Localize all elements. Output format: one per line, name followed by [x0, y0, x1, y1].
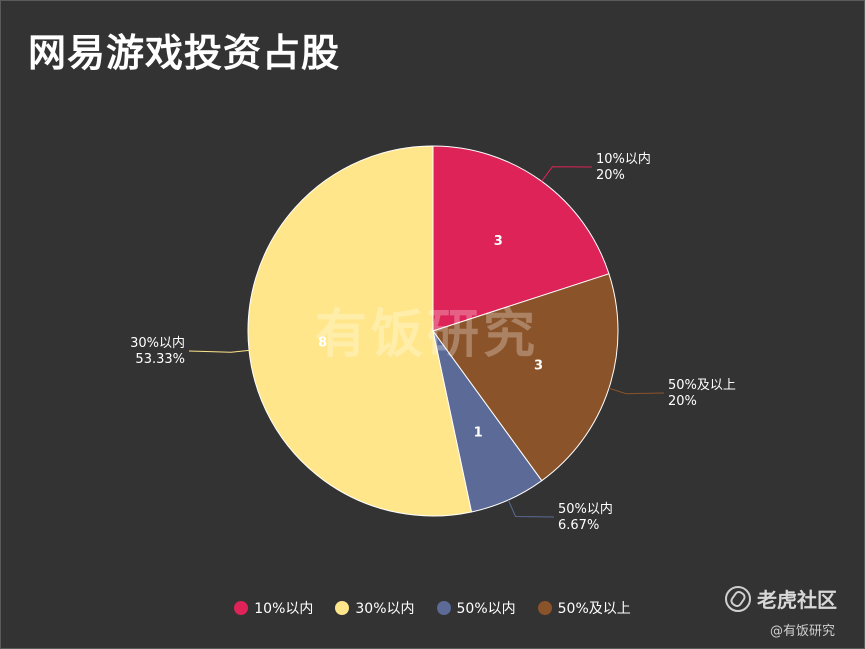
- pie-labels: 310%以内20%350%及以上20%150%以内6.67%830%以内53.3…: [130, 151, 736, 533]
- pie-percent-label-0: 20%: [596, 168, 625, 183]
- legend-item-1[interactable]: 30%以内: [335, 598, 415, 618]
- legend-swatch-icon: [436, 601, 451, 615]
- brand-name: 老虎社区: [757, 588, 837, 612]
- pie-value-label-0: 3: [494, 234, 503, 249]
- tiger-logo-icon: [725, 585, 751, 612]
- pie-leader-2: [507, 499, 555, 518]
- pie-percent-label-1: 20%: [668, 394, 697, 409]
- pie-slice-3: [247, 145, 473, 517]
- legend-item-0[interactable]: 10%以内: [234, 598, 313, 618]
- chart-title: 网易游戏投资占股: [28, 31, 341, 75]
- legend-item-3[interactable]: 50%及以上: [537, 598, 631, 618]
- pie-leader-1: [608, 387, 665, 395]
- pie-category-label-3: 30%以内: [130, 335, 185, 351]
- legend-swatch-icon: [537, 601, 552, 615]
- pie-slice-1: [432, 273, 619, 482]
- pie-slices: [247, 145, 619, 517]
- pie-category-label-0: 10%以内: [596, 151, 651, 167]
- legend-label: 30%以内: [355, 601, 415, 617]
- pie-leader-3: [188, 349, 250, 353]
- pie-percent-label-3: 53.33%: [135, 352, 185, 367]
- legend-swatch-icon: [335, 601, 350, 615]
- pie-category-label-1: 50%及以上: [668, 378, 736, 393]
- pie-value-label-3: 8: [318, 336, 327, 351]
- source-credit: @有饭研究: [770, 624, 836, 639]
- pie-percent-label-2: 6.67%: [558, 518, 599, 533]
- legend-swatch-icon: [234, 601, 249, 615]
- pie-slice-0: [432, 145, 610, 332]
- pie-leader-lines: [188, 166, 665, 518]
- pie-value-label-1: 3: [534, 358, 543, 373]
- pie-value-label-2: 1: [474, 425, 483, 440]
- pie-category-label-2: 50%以内: [558, 501, 613, 517]
- legend-label: 10%以内: [254, 601, 314, 617]
- brand-logo: 老虎社区: [725, 584, 837, 613]
- legend-item-2[interactable]: 50%以内: [436, 598, 516, 618]
- legend-label: 50%以内: [456, 601, 516, 617]
- chart-legend: 10%以内 30%以内 50%以内 50%及以上: [0, 598, 865, 618]
- pie-leader-0: [541, 166, 593, 182]
- legend-label: 50%及以上: [557, 601, 631, 617]
